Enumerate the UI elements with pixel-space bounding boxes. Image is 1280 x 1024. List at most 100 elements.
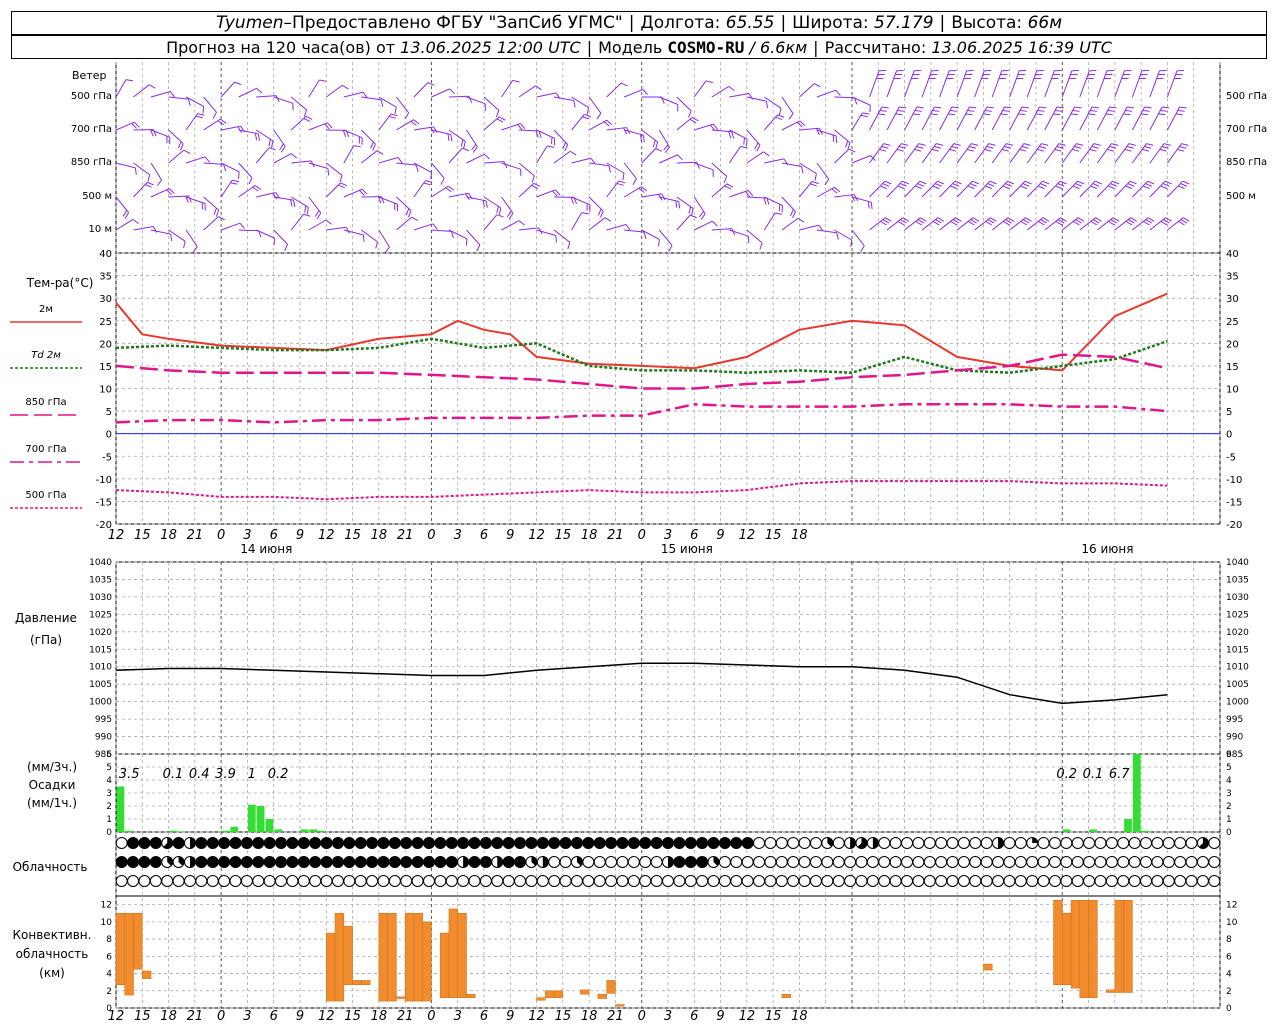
cloud-symbol: [832, 875, 845, 887]
pres-ytick-left: 985: [95, 750, 112, 760]
wind-barb-flag: [731, 131, 735, 139]
hour-tick-lower: 15: [134, 1009, 151, 1024]
cloud-symbol-fill: [685, 856, 697, 868]
cloud-symbol: [980, 856, 993, 868]
temp-ytick-right: 10: [1226, 385, 1239, 396]
wind-barb: [1026, 217, 1044, 231]
cloud-symbol: [1071, 837, 1084, 849]
cloud-symbol: [275, 875, 288, 887]
wind-barb: [781, 217, 799, 231]
wind-barb: [483, 161, 504, 164]
cloud-symbol: [980, 837, 993, 849]
conv-bar: [326, 932, 336, 1002]
temp-ytick-left: 0: [106, 430, 112, 441]
cloud-symbol-fill: [423, 837, 435, 849]
wind-barb: [203, 196, 220, 211]
wind-barb-flag: [915, 185, 922, 190]
wind-barb-flag: [985, 220, 992, 226]
wind-barb-flag: [531, 175, 535, 183]
wind-barb: [431, 229, 452, 232]
cloud-symbol-fill: [668, 856, 674, 868]
wind-barb: [991, 106, 1005, 131]
cloud-symbol: [616, 856, 629, 868]
cloud-symbol: [1117, 856, 1130, 868]
hour-tick-upper: 21: [187, 528, 204, 543]
wind-barb: [115, 196, 129, 213]
wind-barb: [606, 162, 625, 174]
cloud-symbol-fill: [275, 856, 287, 868]
wind-barb: [623, 186, 642, 198]
cloud-symbol-fill: [616, 837, 628, 849]
cloud-symbol-fill: [872, 837, 879, 849]
precip-bar: [256, 806, 265, 832]
temp-legend-label-0: 2м: [39, 304, 53, 315]
wind-barb: [536, 145, 548, 164]
wind-barb-flag: [430, 172, 433, 180]
cloud-symbol: [1026, 875, 1039, 887]
hour-tick-upper: 15: [765, 528, 782, 543]
wind-barb: [1009, 217, 1026, 231]
wind-barb-flag: [495, 110, 500, 118]
wind-barb-flag: [603, 121, 610, 127]
wind-barb: [431, 129, 452, 135]
wind-barb-flag: [183, 241, 186, 249]
wind-barb-flag: [223, 164, 227, 172]
wind-barb-flag: [913, 113, 921, 116]
cloud-symbol-fill: [742, 837, 754, 849]
hour-tick-lower: 18: [371, 1009, 388, 1024]
wind-barb: [255, 129, 274, 142]
wind-barb: [904, 180, 921, 198]
temp-ytick-right: 5: [1226, 407, 1232, 418]
wind-barb-flag: [306, 207, 309, 215]
wind-barb: [1114, 217, 1131, 231]
wind-barb: [133, 84, 150, 98]
wind-barb: [554, 96, 574, 101]
wind-barb: [904, 217, 921, 231]
hour-tick-lower: 12: [108, 1009, 125, 1024]
temp-legend-label-3: 700 гПа: [25, 444, 66, 455]
wind-barb: [1009, 143, 1025, 164]
prec-ytick-right: 1: [1226, 815, 1232, 825]
cloud-symbol-fill: [605, 837, 617, 849]
wind-barb-flag: [1039, 146, 1047, 149]
wind-barb-flag: [1160, 185, 1168, 190]
wind-barb: [974, 70, 985, 98]
wind-barb-flag: [1019, 148, 1027, 152]
wind-barb-flag: [1127, 183, 1135, 187]
wind-barb-flag: [531, 184, 539, 189]
wind-barb-flag: [533, 182, 541, 187]
wind-barb: [361, 229, 378, 243]
hour-tick-upper: 6: [480, 528, 488, 543]
wind-level-left-0: 500 гПа: [71, 91, 112, 102]
wind-barb-flag: [640, 134, 642, 142]
cloud-symbol: [1196, 875, 1209, 887]
wind-barb: [799, 127, 820, 131]
wind-barb-flag: [168, 188, 175, 194]
cloud-symbol: [935, 875, 948, 887]
cloud-symbol-fill: [730, 837, 742, 849]
prec-ytick-left: 0: [106, 828, 112, 838]
wind-barb-flag: [304, 205, 307, 213]
prec-ytick-right: 4: [1226, 776, 1232, 786]
wind-barb-flag: [713, 123, 719, 130]
hour-tick-lower: 15: [344, 1009, 361, 1024]
wind-barb: [255, 229, 275, 239]
hour-tick-upper: 9: [506, 528, 514, 543]
wind-barb-flag: [279, 143, 284, 151]
cloud-symbol-fill: [189, 837, 196, 849]
wind-barb-flag: [1020, 109, 1028, 112]
wind-barb: [361, 150, 378, 164]
cloud-symbol: [1140, 875, 1153, 887]
wind-barb-flag: [972, 217, 980, 222]
wind-barb: [991, 70, 1003, 98]
wind-barb: [290, 115, 307, 131]
cloud-symbol: [741, 856, 754, 868]
wind-barb: [238, 129, 259, 135]
precip-bar: [125, 830, 134, 832]
conv-ytick-left: 0: [106, 1004, 112, 1014]
cloud-symbol: [1196, 856, 1209, 868]
precip-bar: [230, 826, 239, 832]
wind-barb: [851, 96, 871, 106]
precip-bar: [300, 829, 309, 832]
cloud-symbol: [593, 856, 606, 868]
